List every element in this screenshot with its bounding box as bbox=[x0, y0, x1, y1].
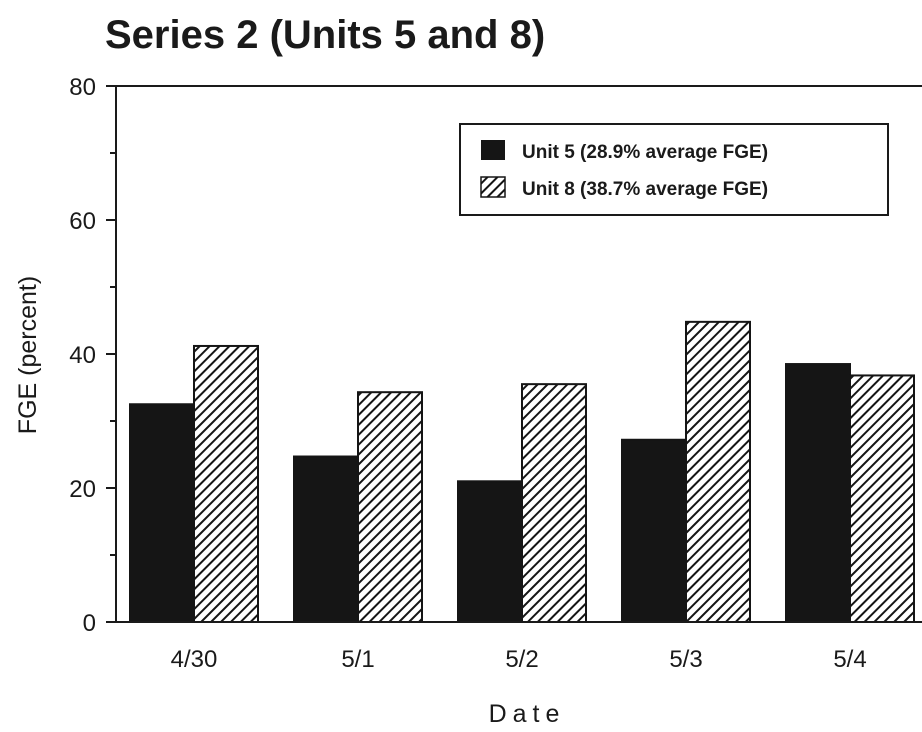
legend-box bbox=[459, 123, 889, 216]
x-axis-ticks: 4/30 5/1 5/2 5/3 5/4 bbox=[171, 646, 867, 673]
bar-unit-8-5-2 bbox=[521, 383, 587, 623]
bar-unit-5-5-2 bbox=[457, 480, 523, 623]
bar-unit-8-5-3 bbox=[685, 320, 751, 623]
legend-swatch-unit-5 bbox=[481, 140, 505, 160]
x-axis-label: Date bbox=[489, 700, 566, 728]
bar-unit-5-5-4 bbox=[785, 363, 851, 623]
x-tick-label: 5/1 bbox=[341, 646, 374, 673]
y-tick-label: 60 bbox=[69, 208, 96, 235]
bar-unit-8-4-30 bbox=[193, 344, 259, 623]
x-tick-label: 5/3 bbox=[669, 646, 702, 673]
legend-label-unit-5: Unit 5 (28.9% average FGE) bbox=[522, 142, 768, 163]
bar-unit-8-5-1 bbox=[357, 391, 423, 623]
bar-unit-5-5-1 bbox=[293, 455, 359, 624]
legend-label-unit-8: Unit 8 (38.7% average FGE) bbox=[522, 179, 768, 200]
y-tick-label: 20 bbox=[69, 476, 96, 503]
y-tick-label: 0 bbox=[83, 610, 96, 637]
x-tick-label: 5/2 bbox=[505, 646, 538, 673]
y-axis-ticks: 0 20 40 60 80 bbox=[69, 74, 116, 637]
y-axis-label: FGE (percent) bbox=[14, 276, 42, 434]
y-tick-label: 80 bbox=[69, 74, 96, 101]
x-tick-label: 4/30 bbox=[171, 646, 218, 673]
x-tick-label: 5/4 bbox=[833, 646, 866, 673]
legend-swatch-unit-8 bbox=[480, 176, 506, 198]
bar-unit-8-5-4 bbox=[849, 374, 915, 623]
bar-unit-5-4-30 bbox=[129, 403, 195, 623]
chart-title: Series 2 (Units 5 and 8) bbox=[105, 13, 545, 57]
legend: Unit 5 (28.9% average FGE) Unit 8 (38.7%… bbox=[459, 123, 889, 216]
bar-unit-5-5-3 bbox=[621, 438, 687, 624]
y-tick-label: 40 bbox=[69, 342, 96, 369]
bars bbox=[129, 320, 915, 624]
